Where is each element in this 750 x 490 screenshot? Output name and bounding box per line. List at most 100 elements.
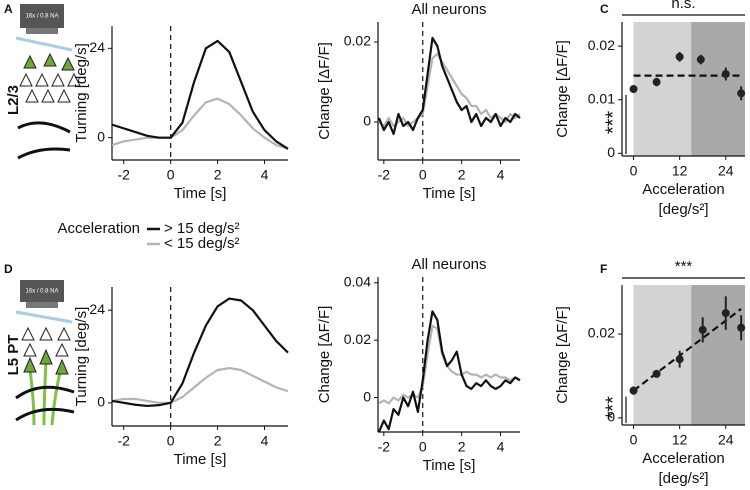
y-tick-label: 0 <box>607 144 615 160</box>
panel-letter: C <box>600 2 609 16</box>
legend-label: < 15 deg/s² <box>164 235 239 252</box>
y-tick-label: 0.02 <box>588 37 615 53</box>
x-tick-label: 2 <box>214 167 222 183</box>
y-tick-label: 0 <box>363 113 371 129</box>
y-axis-label: Change [ΔF/F] <box>316 42 333 140</box>
y-axis-label: Turning [deg/s] <box>73 307 90 407</box>
y-tick-label: 24 <box>89 39 105 55</box>
objective-label: 16x / 0.8 NA <box>25 289 58 295</box>
x-tick-label: -2 <box>378 167 391 183</box>
window <box>15 36 73 52</box>
neurons <box>23 348 69 375</box>
layer-line <box>15 385 75 400</box>
y-tick-label: 0.04 <box>344 273 371 289</box>
x-tick-label: 4 <box>261 433 269 449</box>
trace-line <box>111 97 289 150</box>
objective-tip <box>26 28 58 34</box>
trace-line <box>377 36 521 136</box>
data-point <box>629 85 638 93</box>
y-tick-label: 0 <box>97 394 105 410</box>
fit-line <box>632 308 742 392</box>
y-axis-label: Change [ΔF/F] <box>554 306 571 404</box>
x-tick-label: 0 <box>419 439 427 455</box>
x-tick-label: 12 <box>672 432 688 448</box>
x-axis-label: Time [s] <box>174 451 227 468</box>
objective <box>20 4 64 28</box>
trace-line <box>378 324 521 405</box>
x-axis-label: Time [s] <box>423 185 476 202</box>
x-tick-label: 2 <box>458 167 466 183</box>
x-tick-label: 0 <box>167 433 175 449</box>
significance-top: n.s. <box>671 0 695 12</box>
neurons <box>23 52 75 71</box>
x-axis-label: Acceleration <box>642 450 725 467</box>
trace-line <box>377 310 521 433</box>
neurons-outline <box>21 326 71 357</box>
x-tick-label: 12 <box>672 163 688 179</box>
shaded-band <box>633 22 692 156</box>
x-axis-label: Time [s] <box>423 457 476 474</box>
panel-letter: D <box>4 262 13 276</box>
objective-label: 16x / 0.8 NA <box>25 14 58 20</box>
data-point <box>721 309 730 318</box>
shaded-band <box>633 285 692 425</box>
neurons-outline <box>19 72 81 103</box>
schematic-a: A 16x / 0.8 NA L2/3 <box>4 2 81 160</box>
x-tick-label: 0 <box>630 163 638 179</box>
data-point <box>652 369 661 378</box>
trace-line <box>378 52 521 128</box>
trace-line <box>111 366 289 404</box>
shaded-band <box>691 285 745 425</box>
x-tick-label: 0 <box>630 432 638 448</box>
x-tick-label: -2 <box>118 167 131 183</box>
x-tick-label: -2 <box>378 439 391 455</box>
x-tick-label: 0 <box>419 167 427 183</box>
layer-line <box>15 407 75 422</box>
objective <box>20 280 64 302</box>
x-axis-label: Acceleration <box>642 181 725 198</box>
chart-title: All neurons <box>411 256 486 273</box>
x-tick-label: 0 <box>167 167 175 183</box>
data-point <box>675 355 684 364</box>
y-axis-label: Change [ΔF/F] <box>316 306 333 404</box>
layer-line <box>17 147 71 160</box>
data-point <box>652 78 661 87</box>
y-tick-label: 0.01 <box>588 90 615 106</box>
data-point <box>696 55 705 64</box>
legend-title: Acceleration <box>57 220 140 237</box>
chart-title: All neurons <box>411 1 486 18</box>
x-tick-label: 24 <box>718 432 734 448</box>
layer-label: L2/3 <box>5 85 22 115</box>
panel-letter: F <box>600 262 607 276</box>
objective-tip <box>26 302 58 308</box>
layer-line <box>17 121 71 134</box>
trace-line <box>111 297 289 408</box>
significance-top: *** <box>675 258 693 275</box>
data-point <box>737 89 746 98</box>
data-point <box>698 325 707 334</box>
y-axis-label: Change [ΔF/F] <box>554 40 571 138</box>
y-tick-label: 0.02 <box>588 325 615 341</box>
x-tick-label: 4 <box>497 439 505 455</box>
window <box>15 310 73 324</box>
x-tick-label: 4 <box>497 167 505 183</box>
legend-label: > 15 deg/s² <box>164 220 239 237</box>
data-point <box>721 69 730 78</box>
schematic-d: D 16x / 0.8 NA L5 PT <box>4 262 75 426</box>
y-tick-label: 0 <box>607 409 615 425</box>
y-tick-label: 0 <box>363 388 371 404</box>
data-point <box>629 386 638 395</box>
legend: Acceleration <box>57 220 140 237</box>
x-tick-label: 2 <box>214 433 222 449</box>
significance-left: *** <box>602 396 624 420</box>
x-tick-label: 4 <box>261 167 269 183</box>
pt-dendrites <box>28 361 62 426</box>
y-tick-label: 0.02 <box>344 331 371 347</box>
x-tick-label: 2 <box>458 439 466 455</box>
x-axis-label: Time [s] <box>174 185 227 202</box>
significance-left: *** <box>602 111 624 135</box>
trace-line <box>111 39 289 150</box>
data-point <box>675 52 684 61</box>
y-axis-label: Turning [deg/s] <box>73 43 90 143</box>
